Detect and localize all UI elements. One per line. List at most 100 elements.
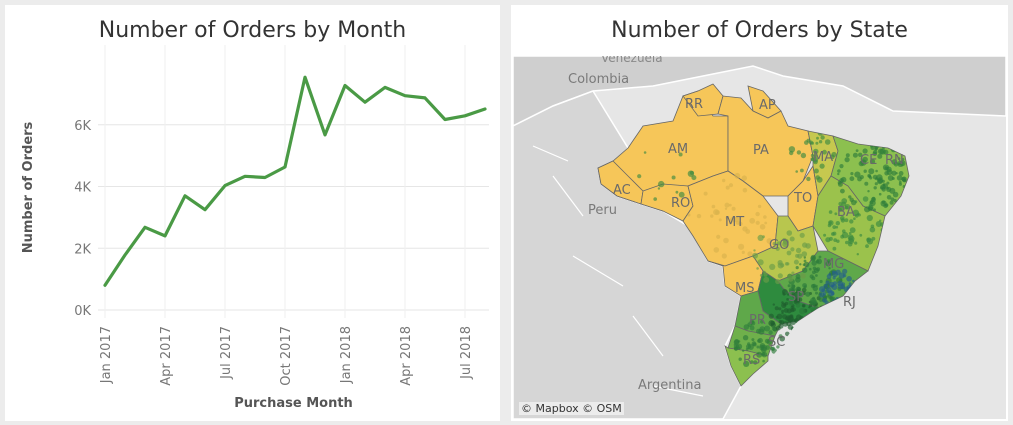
order-point xyxy=(870,145,875,150)
order-point xyxy=(855,285,859,289)
order-point xyxy=(798,338,802,342)
order-point xyxy=(818,326,824,331)
order-point xyxy=(815,274,818,277)
order-point xyxy=(832,271,838,278)
order-point xyxy=(835,225,839,229)
map-attribution[interactable]: © Mapbox © OSM xyxy=(519,402,624,415)
order-point xyxy=(856,300,861,304)
order-point xyxy=(886,181,890,185)
order-point xyxy=(818,140,823,144)
order-point xyxy=(805,291,811,297)
order-point xyxy=(869,176,873,180)
label-venezuela: Venezuela xyxy=(601,56,663,65)
order-point xyxy=(858,152,863,157)
order-point xyxy=(859,175,864,180)
order-point xyxy=(892,191,899,198)
order-point xyxy=(828,267,831,270)
order-point xyxy=(797,253,803,259)
order-point xyxy=(861,291,864,295)
order-point xyxy=(814,331,820,337)
order-point xyxy=(834,212,838,216)
order-point xyxy=(859,233,863,237)
order-point xyxy=(770,322,776,328)
order-point xyxy=(771,358,777,364)
state-label-pa: PA xyxy=(753,143,769,158)
order-point xyxy=(816,317,820,322)
state-label-ms: MS xyxy=(735,281,754,296)
y-tick-label: 0K xyxy=(74,304,91,319)
order-point xyxy=(786,230,793,236)
order-point xyxy=(752,252,758,259)
order-point xyxy=(781,309,785,313)
order-point xyxy=(722,178,726,183)
state-label-ro: RO xyxy=(671,196,690,211)
x-tick-label: Jul 2017 xyxy=(219,326,234,380)
order-point xyxy=(782,238,789,245)
order-point xyxy=(815,291,818,295)
order-point xyxy=(724,202,730,208)
order-point xyxy=(810,254,816,260)
order-point xyxy=(752,342,757,347)
order-point xyxy=(810,299,816,306)
order-point xyxy=(813,148,819,155)
order-point xyxy=(832,276,836,280)
order-point xyxy=(879,219,882,222)
order-point xyxy=(711,204,716,209)
order-point xyxy=(802,291,806,295)
order-point xyxy=(832,225,837,230)
order-point xyxy=(898,180,902,184)
order-point xyxy=(854,289,860,294)
state-label-mt: MT xyxy=(725,215,744,230)
order-point xyxy=(825,237,831,243)
order-point xyxy=(855,149,859,152)
order-point xyxy=(795,247,802,254)
map-view[interactable]: Venezuela Colombia Peru Argentina RR AP … xyxy=(513,56,1006,419)
order-point xyxy=(811,276,816,281)
order-point xyxy=(738,243,745,250)
order-point xyxy=(756,267,759,270)
order-point xyxy=(778,307,782,311)
order-point xyxy=(842,268,848,274)
andes-lines xyxy=(532,145,704,397)
order-point xyxy=(812,266,817,271)
order-point xyxy=(815,141,819,145)
order-point xyxy=(750,360,754,364)
order-point xyxy=(877,153,883,159)
state-label-to: TO xyxy=(793,191,812,206)
order-point xyxy=(825,280,830,285)
order-point xyxy=(771,326,776,331)
order-point xyxy=(853,217,856,220)
order-point xyxy=(831,292,835,296)
order-point xyxy=(887,144,892,148)
order-point xyxy=(804,323,807,326)
order-point xyxy=(781,301,784,304)
order-point xyxy=(812,319,817,324)
order-point xyxy=(857,301,862,305)
order-point xyxy=(821,307,828,314)
order-point xyxy=(675,190,679,194)
order-point xyxy=(866,238,874,245)
order-point xyxy=(671,175,676,180)
order-point xyxy=(828,221,832,225)
order-point xyxy=(896,175,903,181)
x-axis-title: Purchase Month xyxy=(234,396,353,411)
state-label-rs: RS xyxy=(743,353,760,368)
order-point xyxy=(653,197,657,201)
order-point xyxy=(880,228,885,232)
x-tick-label: Apr 2017 xyxy=(159,326,174,386)
order-point xyxy=(893,162,899,167)
x-tick-label: Apr 2018 xyxy=(399,326,414,386)
order-point xyxy=(796,323,801,328)
order-point xyxy=(760,346,767,353)
order-point xyxy=(822,149,827,155)
order-point xyxy=(696,213,702,219)
order-point xyxy=(766,238,773,244)
y-axis-title: Number of Orders xyxy=(21,121,36,253)
order-point xyxy=(798,337,802,341)
map-title: Number of Orders by State xyxy=(611,18,908,43)
order-point xyxy=(691,175,697,181)
order-point xyxy=(812,283,816,288)
order-point xyxy=(822,292,827,296)
order-point xyxy=(742,349,745,352)
order-point xyxy=(657,187,661,190)
